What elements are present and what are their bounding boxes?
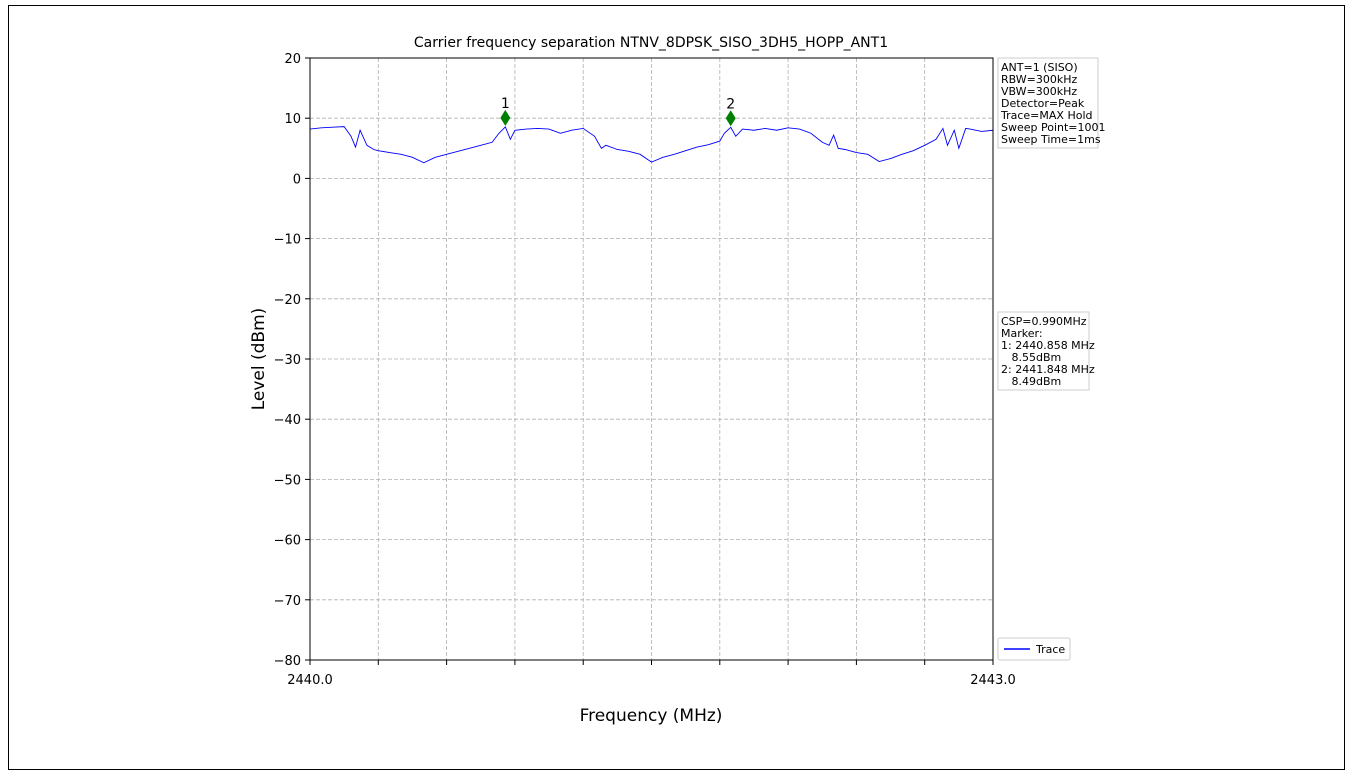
info-box-line: ANT=1 (SISO) [1001, 61, 1078, 74]
marker-label: 1 [501, 96, 510, 112]
info-box-line: Detector=Peak [1001, 97, 1085, 110]
y-tick-label: −60 [274, 534, 301, 549]
result-box-line: 8.55dBm [1001, 351, 1061, 364]
y-tick-label: 0 [293, 172, 301, 187]
info-box-line: RBW=300kHz [1001, 73, 1078, 86]
y-tick-label: −10 [274, 233, 301, 248]
y-tick-label: 20 [284, 52, 301, 67]
marker [500, 109, 511, 126]
marker-label: 2 [726, 96, 735, 112]
y-tick-label: −80 [274, 654, 301, 669]
info-box-line: Trace=MAX Hold [1000, 109, 1093, 122]
result-box-line: 2: 2441.848 MHz [1001, 363, 1095, 376]
result-box [997, 311, 1090, 391]
marker [725, 110, 736, 127]
y-tick-label: 10 [284, 112, 301, 127]
y-tick-label: −20 [274, 293, 301, 308]
y-axis-label: Level (dBm) [249, 308, 269, 411]
info-box [997, 57, 1099, 149]
y-tick-label: −30 [274, 353, 301, 368]
plot-frame [309, 57, 994, 661]
result-box-line: 8.49dBm [1001, 375, 1061, 388]
x-tick-label: 2440.0 [287, 673, 333, 688]
result-box-line: Marker: [1001, 327, 1043, 340]
y-tick-label: −50 [274, 473, 301, 488]
x-axis-label: Frequency (MHz) [580, 706, 723, 726]
legend [997, 637, 1071, 661]
info-box-line: Sweep Time=1ms [1001, 133, 1101, 146]
trace-line [310, 126, 993, 164]
legend-label: Trace [1035, 643, 1065, 656]
page-frame [8, 5, 1345, 770]
chart-title: Carrier frequency separation NTNV_8DPSK_… [414, 35, 888, 51]
result-box-line: 1: 2440.858 MHz [1001, 339, 1095, 352]
result-box-line: CSP=0.990MHz [1001, 315, 1087, 328]
x-tick-label: 2443.0 [970, 673, 1016, 688]
info-box-line: Sweep Point=1001 [1001, 121, 1106, 134]
info-box-line: VBW=300kHz [1001, 85, 1077, 98]
y-tick-label: −40 [274, 413, 301, 428]
y-tick-label: −70 [274, 594, 301, 609]
